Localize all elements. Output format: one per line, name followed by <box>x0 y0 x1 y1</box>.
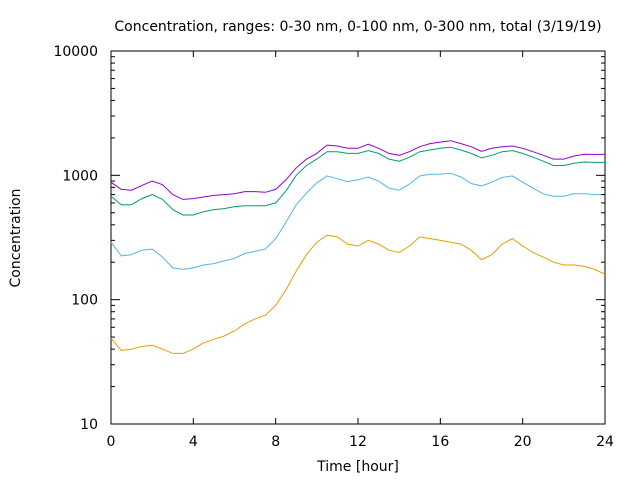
y-tick-label: 1000 <box>62 168 98 184</box>
x-tick-label: 12 <box>349 434 367 450</box>
y-tick-label: 10 <box>80 417 98 433</box>
y-axis-label: Concentration <box>8 188 24 287</box>
x-tick-label: 16 <box>431 434 449 450</box>
x-tick-label: 20 <box>514 434 532 450</box>
series-line-1 <box>110 234 606 354</box>
y-tick-label: 100 <box>71 293 98 309</box>
x-tick-label: 8 <box>271 434 280 450</box>
plot-frame <box>110 50 606 425</box>
x-tick-label: 24 <box>596 434 614 450</box>
y-tick-label: 10000 <box>53 44 98 60</box>
x-axis: 0 4 8 12 16 20 24 <box>107 51 614 450</box>
x-tick-label: 4 <box>189 434 198 450</box>
series-lines <box>110 140 606 354</box>
chart-title: Concentration, ranges: 0-30 nm, 0-100 nm… <box>114 19 601 35</box>
x-axis-label: Time [hour] <box>316 459 399 475</box>
series-line-4 <box>110 140 606 200</box>
series-line-3 <box>110 146 605 216</box>
series-line-2 <box>110 172 605 270</box>
y-axis: 10 100 1000 10000 <box>53 44 605 433</box>
x-tick-label: 0 <box>107 434 116 450</box>
